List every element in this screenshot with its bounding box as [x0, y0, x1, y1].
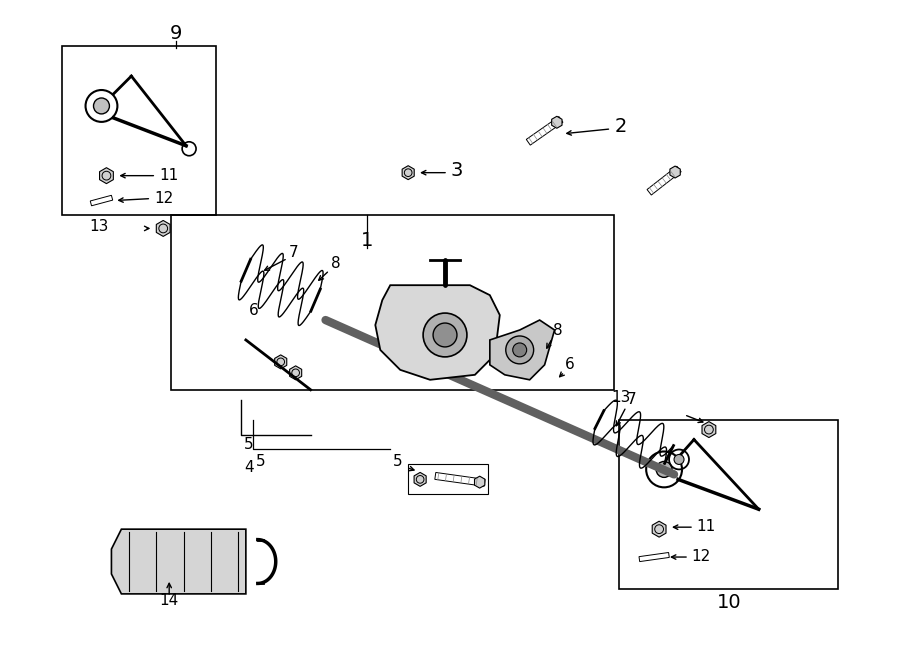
Polygon shape: [112, 529, 246, 594]
Circle shape: [94, 98, 110, 114]
Polygon shape: [647, 166, 681, 195]
Text: 9: 9: [170, 24, 183, 43]
Text: 1: 1: [361, 231, 374, 250]
Text: 3: 3: [450, 161, 463, 180]
Bar: [409, 465, 488, 494]
Polygon shape: [670, 166, 680, 178]
Polygon shape: [526, 116, 562, 145]
Text: 8: 8: [330, 256, 340, 271]
Text: 7: 7: [626, 392, 636, 407]
Polygon shape: [435, 473, 485, 486]
Text: 4: 4: [244, 460, 254, 475]
Text: 7: 7: [289, 245, 298, 260]
Polygon shape: [402, 166, 414, 180]
Bar: [61, 46, 216, 215]
Text: 6: 6: [248, 303, 258, 317]
Text: 13: 13: [611, 390, 631, 405]
Polygon shape: [100, 168, 113, 184]
Polygon shape: [414, 473, 427, 486]
Polygon shape: [274, 355, 287, 369]
Text: 6: 6: [564, 358, 574, 372]
Circle shape: [656, 461, 672, 477]
Circle shape: [674, 455, 684, 465]
Polygon shape: [702, 422, 716, 438]
Text: 5: 5: [256, 454, 266, 469]
Circle shape: [423, 313, 467, 357]
Text: 14: 14: [159, 594, 179, 608]
Text: 12: 12: [154, 191, 174, 206]
Text: 5: 5: [244, 437, 254, 452]
Text: 10: 10: [716, 594, 741, 612]
Bar: [171, 215, 615, 390]
Circle shape: [506, 336, 534, 364]
Text: 12: 12: [691, 549, 710, 564]
Polygon shape: [639, 553, 670, 562]
Polygon shape: [290, 366, 302, 380]
Circle shape: [513, 343, 526, 357]
Polygon shape: [474, 476, 485, 488]
Text: 2: 2: [615, 118, 626, 136]
Text: 5: 5: [393, 454, 403, 469]
Polygon shape: [375, 285, 500, 380]
Polygon shape: [157, 221, 170, 237]
Polygon shape: [652, 521, 666, 537]
Bar: [619, 420, 839, 589]
Text: 13: 13: [89, 219, 109, 234]
Polygon shape: [552, 116, 562, 128]
Text: 8: 8: [553, 323, 562, 338]
Text: 11: 11: [159, 168, 178, 183]
Polygon shape: [490, 320, 554, 380]
Circle shape: [433, 323, 457, 347]
Text: 11: 11: [696, 519, 716, 533]
Polygon shape: [90, 195, 112, 206]
